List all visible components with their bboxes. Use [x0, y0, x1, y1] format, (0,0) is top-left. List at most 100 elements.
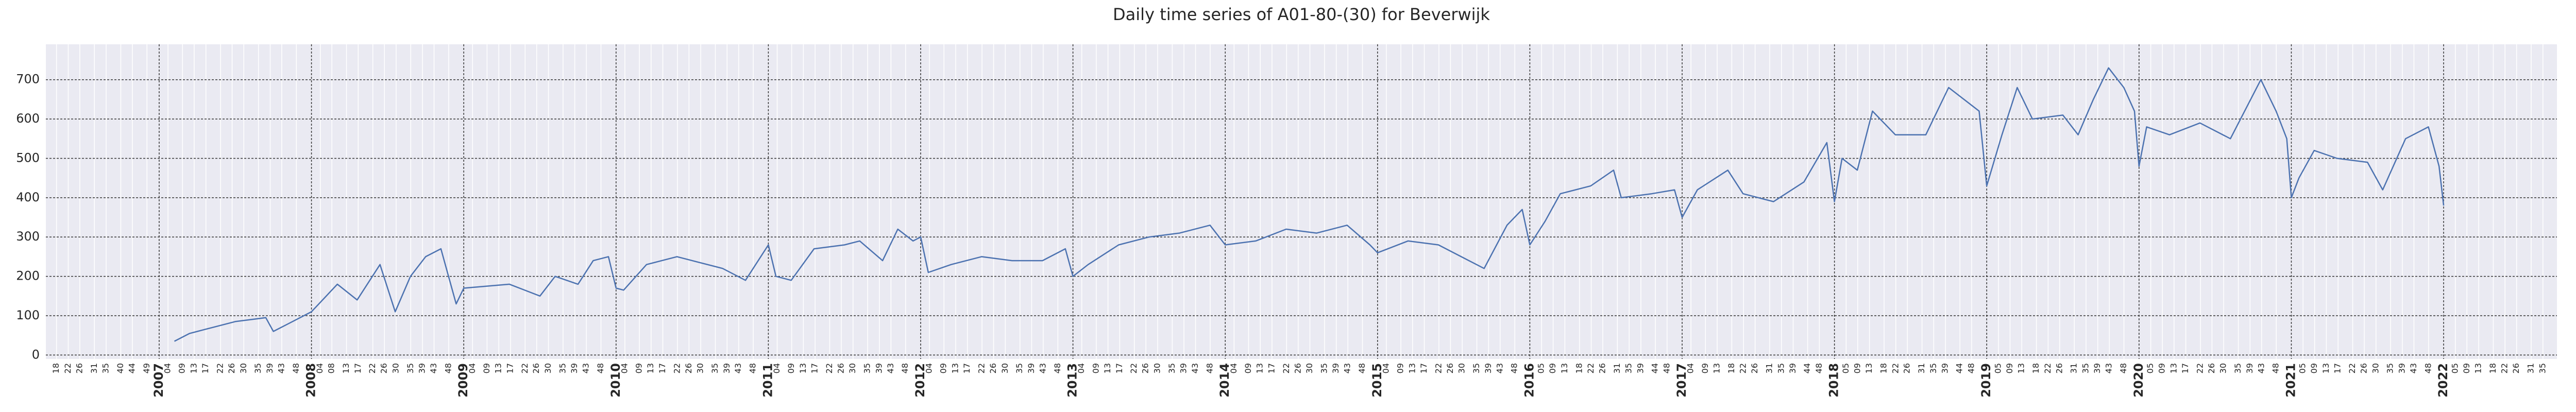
x-minor-tick-label: 13	[2321, 363, 2331, 373]
x-minor-tick-label: 26	[684, 363, 693, 373]
x-minor-tick-label: 31	[89, 363, 99, 373]
x-minor-tick-label: 44	[1802, 363, 1812, 373]
x-minor-tick-label: 39	[1940, 363, 1950, 373]
x-minor-tick-label: 30	[1304, 363, 1314, 373]
x-minor-tick-label: 13	[1864, 363, 1874, 373]
x-tick-label: 2022	[2436, 363, 2450, 398]
x-minor-tick-label: 35	[1319, 363, 1329, 373]
x-minor-tick-label: 26	[74, 363, 84, 373]
x-minor-tick-label: 09	[177, 363, 187, 373]
x-minor-tick-label: 43	[429, 363, 438, 373]
x-minor-tick-label: 43	[886, 363, 895, 373]
x-minor-tick-label: 48	[291, 363, 301, 373]
x-minor-tick-label: 18	[2031, 363, 2041, 373]
x-minor-tick-label: 39	[2092, 363, 2102, 373]
x-minor-tick-label: 17	[1114, 363, 1124, 373]
x-minor-tick-label: 49	[142, 363, 151, 373]
x-minor-tick-label: 13	[2473, 363, 2483, 373]
x-minor-tick-label: 39	[1331, 363, 1341, 373]
x-minor-tick-label: 44	[1955, 363, 1964, 373]
x-minor-tick-label: 04	[772, 363, 782, 373]
x-minor-tick-label: 26	[2054, 363, 2064, 373]
x-minor-tick-label: 18	[1726, 363, 1736, 373]
x-minor-tick-label: 13	[646, 363, 655, 373]
x-minor-tick-label: 48	[1966, 363, 1976, 373]
x-minor-tick-label: 48	[2119, 363, 2128, 373]
x-minor-tick-label: 35	[253, 363, 263, 373]
x-tick-label: 2015	[1370, 363, 1384, 398]
plot-background	[46, 44, 2557, 359]
x-minor-tick-label: 09	[2005, 363, 2014, 373]
x-minor-tick-label: 31	[1917, 363, 1926, 373]
x-minor-tick-label: 22	[2347, 363, 2357, 373]
x-minor-tick-label: 48	[1814, 363, 1824, 373]
x-minor-tick-label: 22	[215, 363, 225, 373]
x-minor-tick-label: 43	[733, 363, 743, 373]
x-minor-tick-label: 48	[900, 363, 910, 373]
x-minor-tick-label: 35	[2385, 363, 2395, 373]
x-minor-tick-label: 35	[710, 363, 720, 373]
x-minor-tick-label: 09	[1243, 363, 1253, 373]
x-minor-tick-label: 13	[2016, 363, 2026, 373]
x-minor-tick-label: 22	[2195, 363, 2205, 373]
x-minor-tick-label: 13	[1560, 363, 1569, 373]
x-minor-tick-label: 18	[1574, 363, 1584, 373]
x-minor-tick-label: 17	[2180, 363, 2190, 373]
x-minor-tick-label: 30	[1457, 363, 1467, 373]
x-tick-label: 2018	[1827, 363, 1841, 398]
x-minor-tick-label: 26	[836, 363, 845, 373]
x-minor-tick-label: 40	[115, 363, 125, 373]
x-minor-tick-label: 09	[786, 363, 796, 373]
x-minor-tick-label: 09	[939, 363, 948, 373]
x-minor-tick-label: 09	[1548, 363, 1557, 373]
x-minor-tick-label: 04	[924, 363, 934, 373]
x-minor-tick-label: 43	[276, 363, 286, 373]
x-minor-tick-label: 48	[1053, 363, 1062, 373]
x-minor-tick-label: 13	[1103, 363, 1112, 373]
x-minor-tick-label: 43	[2104, 363, 2114, 373]
x-minor-tick-label: 39	[722, 363, 732, 373]
x-minor-tick-label: 13	[341, 363, 351, 373]
x-minor-tick-label: 17	[2333, 363, 2343, 373]
x-minor-tick-label: 18	[2488, 363, 2498, 373]
y-tick-label: 700	[16, 72, 40, 87]
x-minor-tick-label: 48	[1205, 363, 1214, 373]
x-minor-tick-label: 26	[2511, 363, 2521, 373]
x-tick-label: 2020	[2131, 363, 2146, 398]
x-minor-tick-label: 35	[2537, 363, 2547, 373]
x-minor-tick-label: 31	[1612, 363, 1622, 373]
x-minor-tick-label: 39	[417, 363, 427, 373]
x-minor-tick-label: 22	[367, 363, 377, 373]
x-minor-tick-label: 48	[748, 363, 758, 373]
x-minor-tick-label: 22	[1281, 363, 1291, 373]
data-line	[174, 67, 2445, 342]
x-minor-tick-label: 17	[1419, 363, 1429, 373]
chart-title: Daily time series of A01-80-(30) for Bev…	[1113, 5, 1490, 24]
x-minor-tick-label: 05	[1841, 363, 1851, 373]
x-minor-tick-label: 26	[988, 363, 998, 373]
x-minor-tick-label: 35	[1014, 363, 1024, 373]
x-minor-tick-label: 39	[1635, 363, 1645, 373]
x-minor-tick-label: 26	[379, 363, 389, 373]
x-minor-tick-label: 09	[482, 363, 492, 373]
x-tick-label: 2008	[304, 363, 318, 398]
x-minor-tick-label: 13	[2168, 363, 2178, 373]
x-minor-tick-label: 22	[1433, 363, 1443, 373]
x-minor-tick-label: 26	[2207, 363, 2216, 373]
x-minor-tick-label: 22	[1129, 363, 1139, 373]
x-minor-tick-label: 48	[1510, 363, 1519, 373]
x-minor-tick-label: 48	[2423, 363, 2433, 373]
x-minor-tick-label: 09	[634, 363, 643, 373]
y-tick-label: 500	[16, 150, 40, 165]
x-minor-tick-label: 22	[1586, 363, 1596, 373]
x-minor-tick-label: 17	[962, 363, 972, 373]
x-minor-tick-label: 26	[1902, 363, 1912, 373]
x-minor-tick-label: 26	[227, 363, 236, 373]
x-minor-tick-label: 31	[2526, 363, 2536, 373]
x-minor-tick-label: 22	[672, 363, 682, 373]
x-minor-tick-label: 22	[2043, 363, 2053, 373]
x-minor-tick-label: 35	[1928, 363, 1938, 373]
x-minor-tick-label: 18	[1878, 363, 1888, 373]
x-minor-tick-label: 13	[1255, 363, 1265, 373]
